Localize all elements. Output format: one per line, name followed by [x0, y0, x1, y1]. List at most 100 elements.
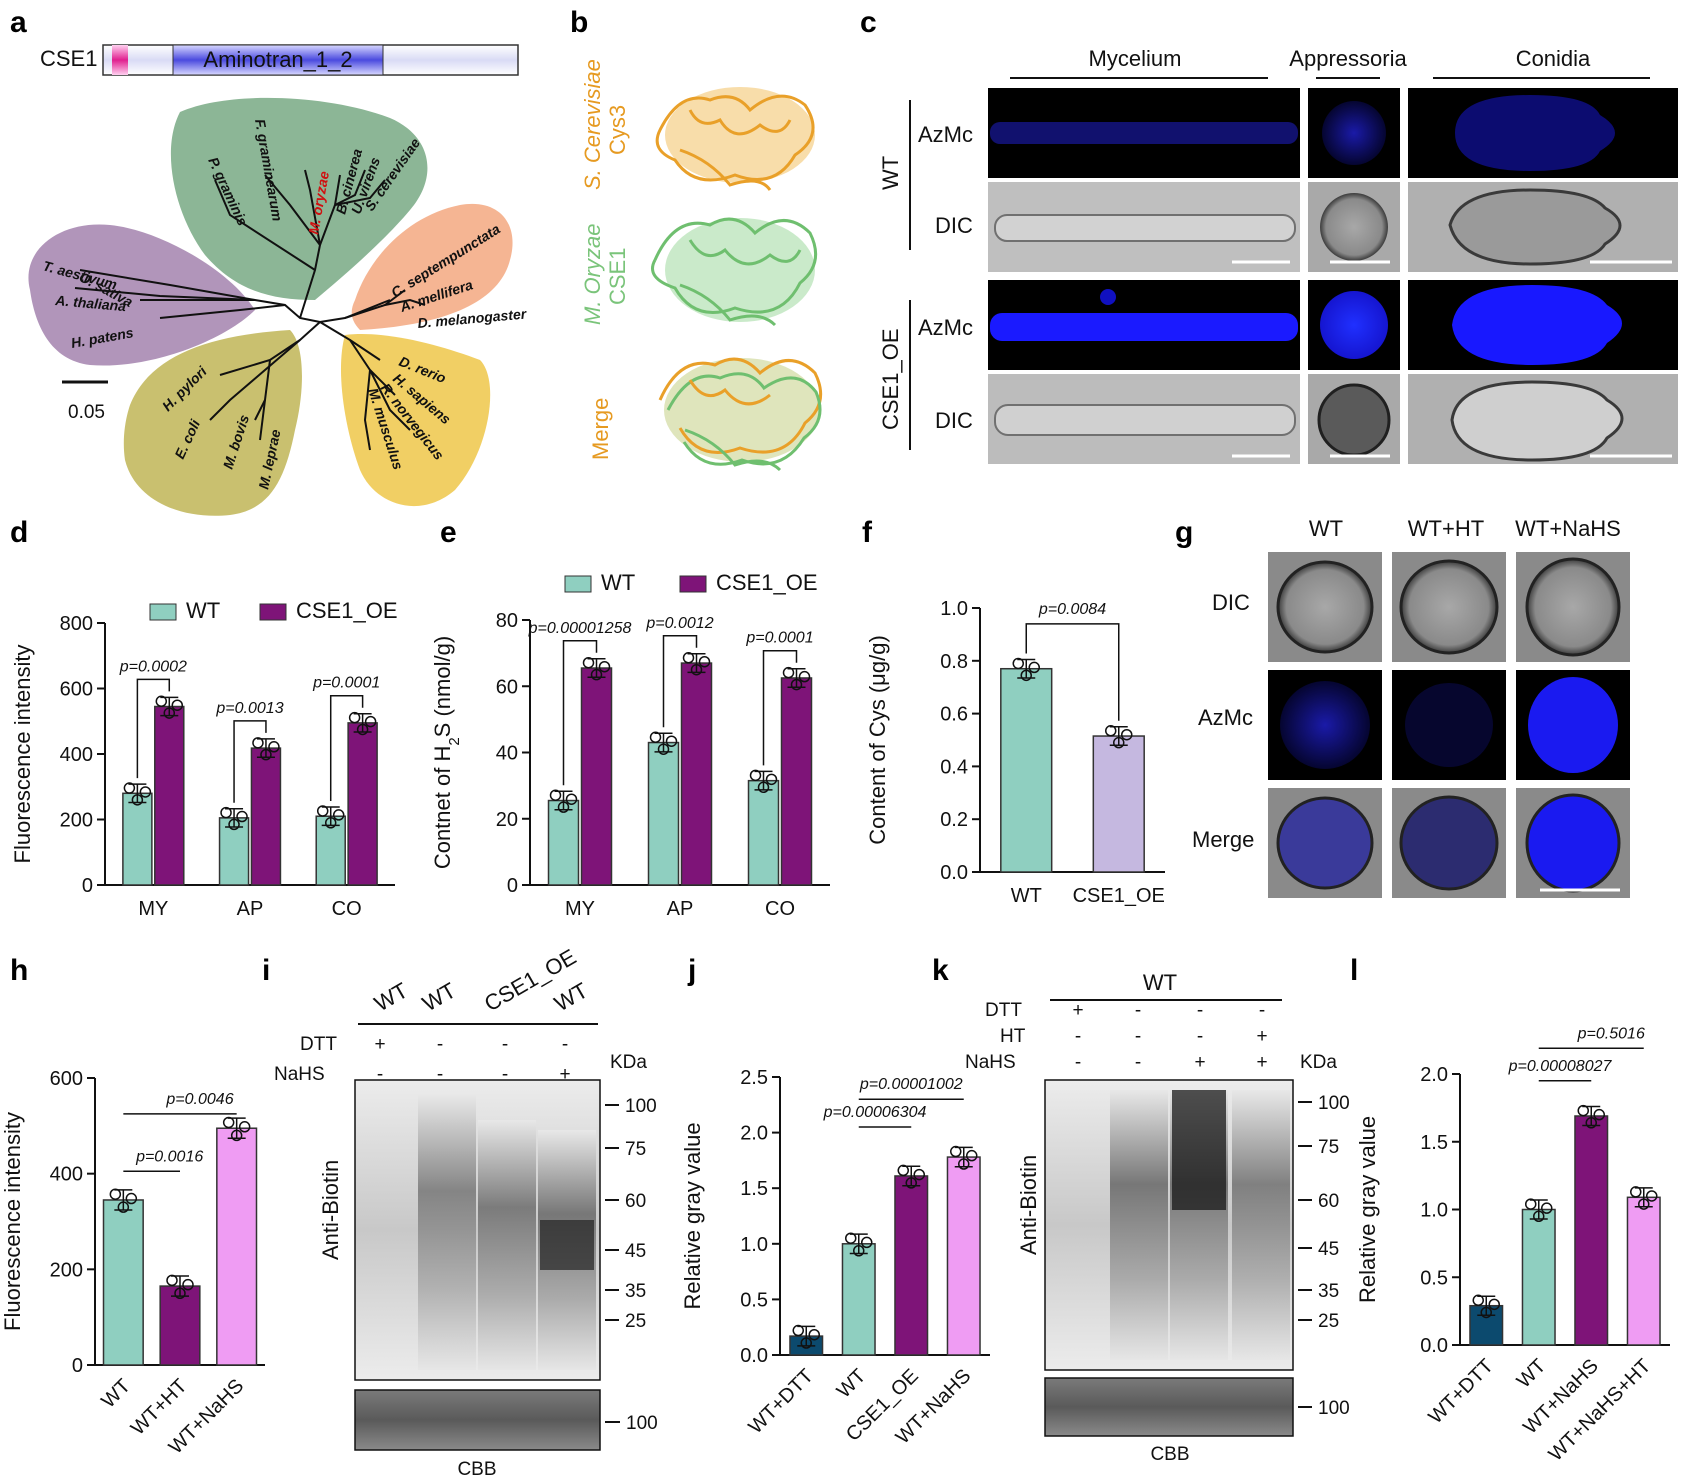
treatment-sign: -	[1135, 1052, 1141, 1073]
data-point	[348, 711, 361, 724]
conidium-weak-signal	[1455, 95, 1615, 171]
phylo-tree	[74, 169, 426, 451]
ylabel-i: Anti-Biotin	[318, 1160, 343, 1260]
data-point	[230, 1129, 243, 1142]
y-tick-label: 200	[60, 810, 93, 832]
significance-bracket	[329, 694, 364, 802]
marker-label: 35	[1318, 1281, 1339, 1302]
cbb-marker-k: 100	[1318, 1398, 1350, 1419]
data-point	[798, 670, 811, 683]
bar-wt-nahs	[1574, 1115, 1609, 1346]
x-tick-label: AP	[667, 898, 694, 920]
data-point	[1593, 1108, 1605, 1121]
data-point	[1630, 1186, 1642, 1198]
data-point	[950, 1145, 962, 1158]
cell-g-azmc-ht	[1405, 683, 1493, 767]
structure-label-top: S. Cerevisiae	[580, 59, 605, 190]
cell-g-dic-wt	[1276, 560, 1374, 654]
y-tick-label: 1.0	[940, 598, 968, 620]
domain-label: Aminotran_1_2	[203, 47, 352, 72]
data-point	[1012, 657, 1024, 670]
y-tick-label: 0.4	[940, 756, 968, 778]
conidium-dic-oe	[1450, 380, 1624, 462]
aminotran-domain	[172, 44, 384, 76]
y-tick-label: 0.5	[740, 1289, 768, 1311]
y-tick-label: 40	[496, 743, 518, 765]
hypha-weak-signal	[990, 122, 1298, 144]
marker-label: 100	[1318, 1093, 1350, 1114]
data-point	[913, 1168, 925, 1181]
bar-wt	[1000, 667, 1053, 873]
y-tick-label: 1.0	[1420, 1200, 1448, 1222]
bar-cse1_oe	[780, 677, 813, 886]
panel-i: i WT WT CSE1_OE WT DTT NaHS + - - -- - - + KDa…	[262, 944, 658, 1480]
cell-g-dic-ht	[1399, 559, 1499, 655]
data-point	[1020, 669, 1032, 682]
data-point	[665, 735, 678, 747]
bar-cse1-oe	[1092, 735, 1145, 873]
y-tick-label: 1.5	[1420, 1132, 1448, 1154]
y-tick-label: 0.5	[1420, 1267, 1448, 1289]
cbb-i	[354, 1389, 601, 1451]
panel-label-i: i	[262, 954, 270, 987]
chart-f: 0.0 0.2 0.4 0.6 0.8 1.0 Content of Cys (μg/g) W…	[865, 598, 1165, 907]
x-tick-label: CSE1_OE	[1073, 885, 1165, 907]
data-point	[590, 668, 603, 681]
y-tick-label: 0	[507, 875, 518, 897]
cbb-label-i: CBB	[457, 1459, 496, 1480]
panel-c: c Mycelium Appressoria Conidia WT CSE1_O…	[860, 6, 1678, 464]
data-point	[228, 818, 240, 831]
data-point	[1533, 1210, 1545, 1223]
legend-swatch	[149, 603, 177, 621]
panel-label-f: f	[862, 516, 873, 549]
bar-wt-nahs	[216, 1127, 258, 1366]
cbb-marker-i: 100	[626, 1413, 658, 1434]
blot-band-k	[1172, 1090, 1226, 1210]
significance-bracket	[662, 635, 698, 728]
clade-fungi	[170, 97, 428, 300]
y-tick-label: 600	[50, 1068, 83, 1090]
group-label-oe: CSE1_OE	[878, 329, 903, 431]
bar-cse1_oe	[580, 667, 613, 886]
bar-wt	[547, 799, 580, 886]
cell-g-dic-nahs	[1525, 557, 1621, 657]
data-point	[565, 793, 578, 805]
panel-label-d: d	[10, 516, 28, 549]
panel-label-e: e	[440, 516, 457, 549]
data-point	[123, 782, 136, 794]
data-point	[163, 707, 176, 719]
p-value: p=0.0012	[645, 615, 713, 632]
data-point	[155, 695, 168, 708]
ylabel-k: Anti-Biotin	[1016, 1155, 1041, 1255]
data-point	[598, 660, 611, 673]
structure-label-mid2: CSE1	[605, 248, 630, 305]
y-tick-label: 0	[82, 875, 93, 897]
group-label-k: WT	[1143, 970, 1177, 995]
bar-wt	[841, 1243, 876, 1356]
data-point	[364, 715, 377, 728]
treatment-sign: +	[1072, 1000, 1083, 1021]
row-label-i-dtt: DTT	[300, 1034, 337, 1055]
y-tick-label: 400	[50, 1164, 83, 1186]
kda-label-i: KDa	[610, 1052, 647, 1073]
data-point	[220, 806, 232, 819]
significance-bracket	[136, 678, 171, 779]
cell-g-merge-nahs	[1525, 793, 1621, 893]
data-point	[698, 655, 711, 668]
marker-label: 100	[625, 1096, 657, 1117]
bar-wt	[122, 792, 153, 886]
data-point	[109, 1188, 122, 1200]
panel-k: k WT DTT HT NaHS + - - - - - - + - - + + KDa Anti-B…	[932, 954, 1350, 1465]
bar-wt	[218, 817, 250, 886]
panel-label-j: j	[687, 954, 696, 987]
scale-label: 0.05	[68, 402, 105, 423]
y-tick-label: 0.0	[940, 862, 968, 884]
x-tick-label: CO	[765, 898, 795, 920]
significance-bracket	[233, 720, 267, 803]
y-tick-label: 1.0	[740, 1234, 768, 1256]
data-point	[757, 781, 770, 794]
bar-cse1_oe	[347, 722, 378, 886]
data-point	[897, 1164, 909, 1177]
y-tick-label: 200	[50, 1259, 83, 1281]
